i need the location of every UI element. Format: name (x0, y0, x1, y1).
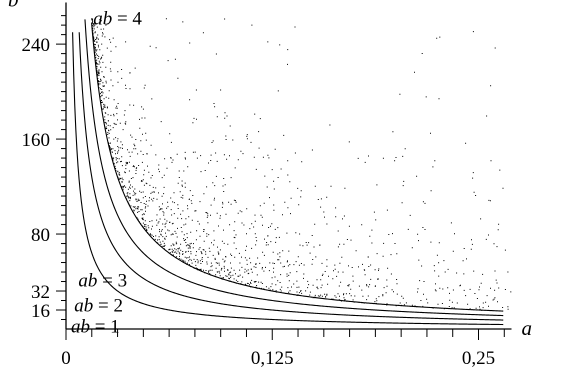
scatter-points-path (91, 18, 512, 312)
curve-label: ab = 2 (74, 296, 123, 317)
scatter-points (91, 18, 512, 312)
curves (72, 19, 504, 326)
curve-label: ab = 3 (78, 271, 127, 292)
y-tick-label: 32 (31, 282, 50, 303)
x-axis-label: a (522, 316, 533, 340)
y-tick-label: 80 (31, 225, 50, 246)
x-tick-label: 0 (61, 348, 71, 369)
y-tick-label: 160 (22, 130, 51, 151)
curve-labels: ab = 1ab = 2 ab = 3 ab = 4 (71, 8, 142, 337)
series-ab-2 (78, 32, 504, 321)
y-tick-label: 240 (22, 35, 51, 56)
x-tick-label: 0,125 (251, 348, 294, 369)
y-tick-label: 16 (31, 301, 50, 322)
curve-label: ab = 1 (71, 316, 120, 337)
y-axis-label: b (8, 0, 19, 12)
x-tick-label: 0,25 (462, 348, 495, 369)
curve-label: ab = 4 (93, 8, 142, 29)
axes: a b (8, 0, 532, 340)
series-ab-3 (84, 19, 504, 317)
series-ab-4 (91, 22, 504, 312)
series-ab-1 (72, 32, 504, 326)
